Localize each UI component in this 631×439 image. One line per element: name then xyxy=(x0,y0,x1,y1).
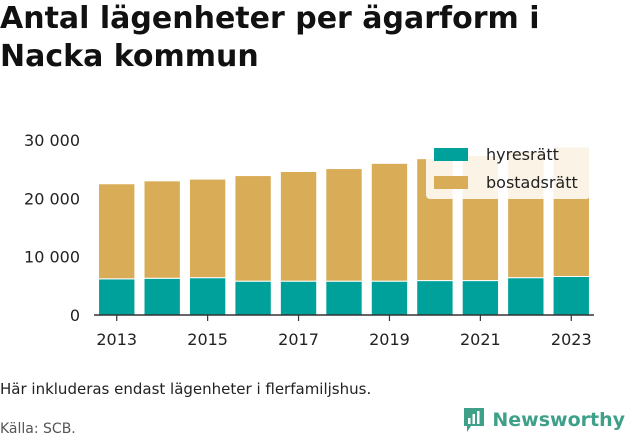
chart-title: Antal lägenheter per ägarform i Nacka ko… xyxy=(0,1,540,74)
x-axis: 2013 2015 2017 2019 2021 2023 xyxy=(96,315,592,349)
y-axis: 0 10 000 20 000 30 000 xyxy=(24,131,80,325)
bar-hyresratt-2014 xyxy=(143,277,181,316)
bar-bostadsratt-2014 xyxy=(143,180,181,279)
bar-hyresratt-2016 xyxy=(234,280,272,316)
legend-label-hyresratt: hyresrätt xyxy=(486,145,559,164)
bar-hyresratt-2021 xyxy=(461,280,500,316)
bar-bostadsratt-2018 xyxy=(325,168,363,282)
bar-hyresratt-2019 xyxy=(370,280,409,316)
bar-hyresratt-2017 xyxy=(279,280,318,316)
y-tick-label: 0 xyxy=(70,306,80,325)
bar-hyresratt-2018 xyxy=(325,280,363,316)
bar-hyresratt-2015 xyxy=(188,277,227,316)
bar-bostadsratt-2013 xyxy=(98,183,136,280)
x-tick-label: 2013 xyxy=(96,330,137,349)
brand-logo[interactable]: Newsworthy xyxy=(462,406,625,434)
legend-label-bostadsratt: bostadsrätt xyxy=(486,173,578,192)
stacked-bar-chart: 0 10 000 20 000 30 000 2013 2015 2017 2019 2021… xyxy=(24,131,594,349)
x-tick-label: 2019 xyxy=(369,330,410,349)
legend-swatch-bostadsratt xyxy=(434,176,468,189)
y-tick-label: 20 000 xyxy=(24,189,80,208)
newsworthy-bar-chart-logo-icon xyxy=(464,408,485,432)
x-tick-label: 2021 xyxy=(460,330,501,349)
x-tick-label: 2023 xyxy=(551,330,592,349)
bar-bostadsratt-2016 xyxy=(234,175,272,282)
brand-name: Newsworthy xyxy=(492,409,625,431)
bar-hyresratt-2023 xyxy=(552,276,590,316)
bar-bostadsratt-2019 xyxy=(370,162,409,282)
y-tick-label: 30 000 xyxy=(24,131,80,150)
source-text: Källa: SCB. xyxy=(0,421,76,437)
bar-bostadsratt-2017 xyxy=(279,171,318,282)
legend-swatch-hyresratt xyxy=(434,148,468,161)
y-tick-label: 10 000 xyxy=(24,248,80,267)
bar-hyresratt-2013 xyxy=(98,278,136,316)
x-tick-label: 2017 xyxy=(278,330,319,349)
bar-hyresratt-2020 xyxy=(416,280,454,316)
legend: hyresrätt bostadsrätt xyxy=(426,141,590,199)
x-tick-label: 2015 xyxy=(187,330,228,349)
bar-bostadsratt-2015 xyxy=(188,178,227,279)
chart-note: Här inkluderas endast lägenheter i flerf… xyxy=(0,380,372,398)
bar-hyresratt-2022 xyxy=(507,277,545,316)
